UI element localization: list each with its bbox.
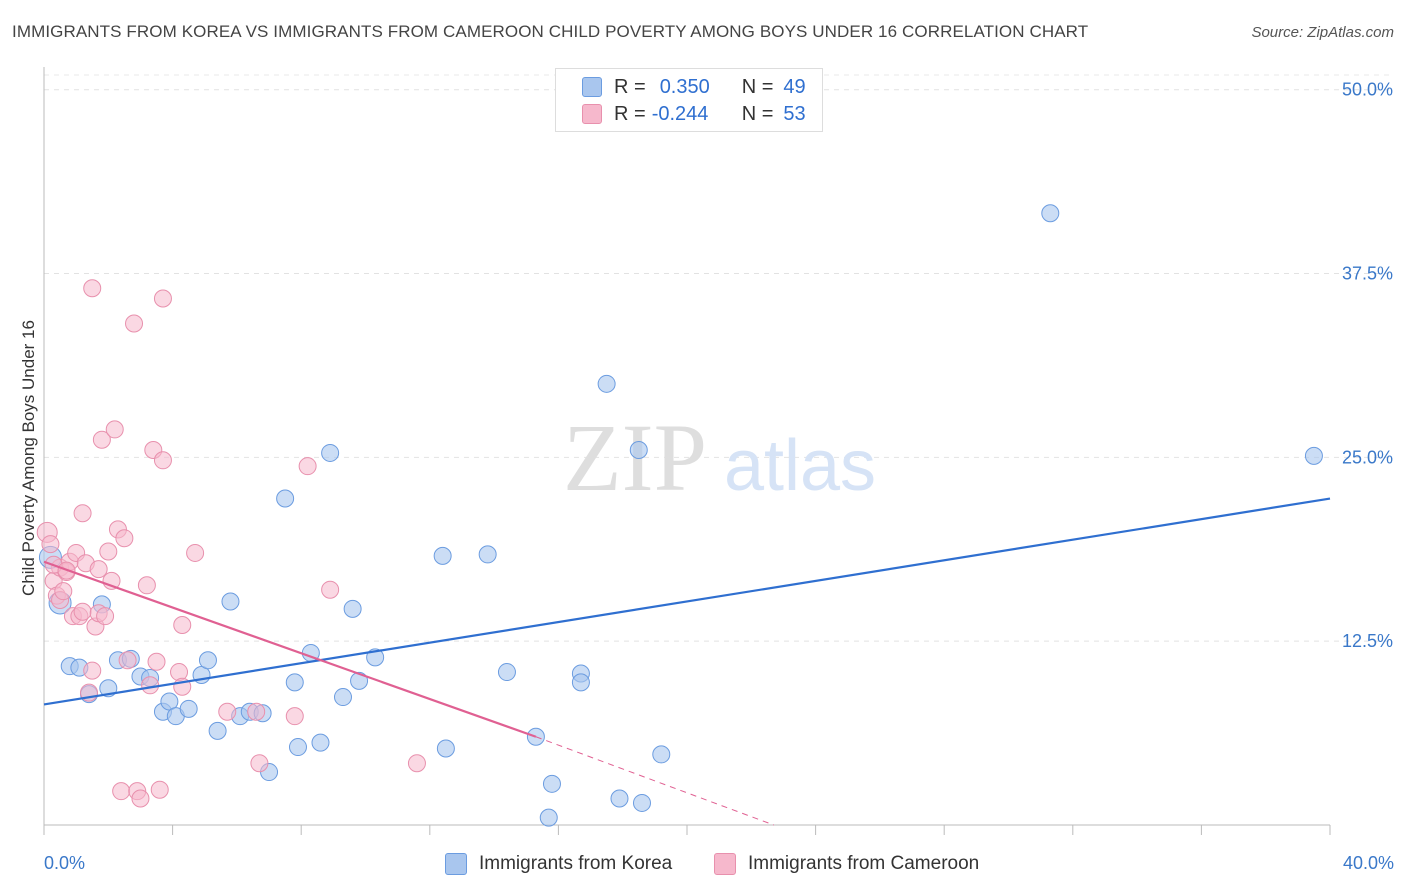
bottom-legend-label-korea: Immigrants from Korea <box>479 853 673 874</box>
korea-point <box>333 688 352 707</box>
legend-row-cameroon: R = -0.244 N = 53 <box>582 101 806 127</box>
cameroon-point <box>153 289 172 308</box>
korea-points <box>38 204 1323 827</box>
y-tick-label-1: 25.0% <box>1342 447 1393 467</box>
cameroon-trend-line <box>43 560 537 738</box>
korea-point <box>276 489 295 508</box>
x-tick-label-min: 0.0% <box>44 853 85 873</box>
cameroon-point <box>170 663 189 682</box>
korea-point <box>597 374 616 393</box>
legend-r-value: 0.350 <box>659 75 710 98</box>
watermark-atlas: atlas <box>724 426 876 506</box>
korea-point <box>311 733 330 752</box>
legend-n-value: 53 <box>783 102 806 125</box>
chart-source: Source: ZipAtlas.com <box>1251 24 1394 41</box>
y-tick-label-0: 12.5% <box>1342 631 1393 651</box>
korea-point <box>321 443 340 462</box>
korea-point <box>433 546 452 565</box>
korea-point <box>610 789 629 808</box>
cameroon-point <box>173 616 192 634</box>
cameroon-point <box>218 702 237 721</box>
korea-point <box>542 774 561 793</box>
cameroon-point <box>250 754 269 773</box>
cameroon-point <box>41 535 60 554</box>
legend-n-label: N = <box>741 102 774 125</box>
legend-n-value: 49 <box>783 75 806 98</box>
korea-point <box>632 793 651 812</box>
cameroon-point <box>125 314 144 333</box>
korea-point <box>208 721 227 740</box>
cameroon-point <box>112 782 131 801</box>
bottom-legend-swatch-korea <box>445 853 467 875</box>
korea-point <box>343 599 362 618</box>
cameroon-point <box>118 651 137 670</box>
cameroon-points <box>36 279 426 808</box>
cameroon-point <box>153 451 172 470</box>
cameroon-point <box>54 582 73 601</box>
legend-swatch-cameroon <box>582 104 602 124</box>
cameroon-point <box>186 543 205 562</box>
cameroon-point <box>285 707 304 726</box>
cameroon-point <box>92 430 111 449</box>
korea-point <box>1041 204 1060 223</box>
bottom-legend-swatch-cameroon <box>714 853 736 875</box>
korea-point <box>436 739 455 758</box>
korea-point <box>198 651 217 670</box>
bottom-legend-cameroon: Immigrants from Cameroon <box>714 852 979 876</box>
cameroon-point <box>105 420 124 439</box>
korea-point <box>221 592 240 611</box>
korea-point <box>652 745 671 764</box>
cameroon-point <box>96 607 115 626</box>
cameroon-point <box>115 529 134 548</box>
x-tick-label-max: 40.0% <box>1343 853 1394 873</box>
korea-point <box>179 699 198 718</box>
cameroon-point <box>407 754 426 773</box>
cameroon-point <box>298 457 317 476</box>
legend-r-value: -0.244 <box>651 102 709 125</box>
cameroon-point <box>247 702 266 721</box>
legend-row-korea: R = 0.350 N = 49 <box>582 74 806 100</box>
legend-r-label: R = <box>614 102 646 125</box>
bottom-legend-korea: Immigrants from Korea <box>445 852 672 876</box>
cameroon-point <box>131 789 150 808</box>
korea-point <box>1304 446 1323 465</box>
cameroon-point <box>83 279 102 298</box>
axes <box>43 67 1331 835</box>
cameroon-point <box>137 576 156 595</box>
cameroon-point <box>73 602 92 621</box>
correlation-legend: R = 0.350 N = 49 R = -0.244 N = 53 <box>555 68 823 132</box>
grid-lines <box>44 74 1394 642</box>
legend-r-label: R = <box>614 75 646 98</box>
korea-point <box>629 441 648 459</box>
cameroon-point <box>147 652 166 671</box>
korea-point <box>285 673 304 692</box>
cameroon-point <box>99 542 118 561</box>
korea-point <box>288 738 307 757</box>
y-tick-labels: 12.5% 25.0% 37.5% 50.0% <box>1342 80 1393 651</box>
cameroon-point <box>321 580 340 599</box>
legend-n-label: N = <box>741 75 774 98</box>
korea-point <box>539 808 558 827</box>
korea-point <box>571 673 590 692</box>
korea-point <box>497 663 516 682</box>
korea-point <box>350 671 369 690</box>
y-tick-label-2: 37.5% <box>1342 264 1393 284</box>
bottom-legend-label-cameroon: Immigrants from Cameroon <box>748 853 980 874</box>
cameroon-point <box>141 676 160 695</box>
trend-lines <box>43 497 1331 826</box>
chart-title: IMMIGRANTS FROM KOREA VS IMMIGRANTS FROM… <box>12 22 1089 41</box>
cameroon-point <box>73 504 92 523</box>
korea-point <box>478 545 497 564</box>
cameroon-point <box>83 661 102 680</box>
cameroon-trend-extension <box>535 736 774 826</box>
y-axis-label: Child Poverty Among Boys Under 16 <box>19 320 38 596</box>
cameroon-point <box>89 560 108 579</box>
cameroon-point <box>150 780 169 799</box>
legend-swatch-korea <box>582 77 602 97</box>
y-tick-label-3: 50.0% <box>1342 80 1393 100</box>
korea-trend-line <box>43 497 1331 706</box>
